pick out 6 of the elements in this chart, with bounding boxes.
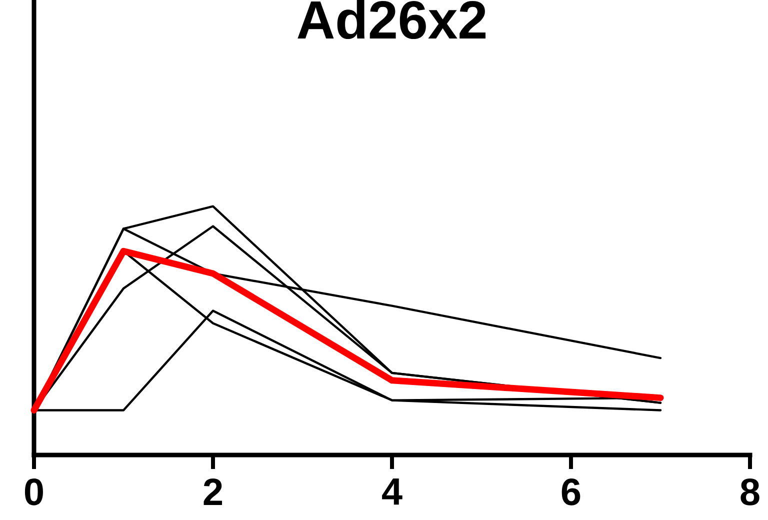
x-tick-label: 2 bbox=[204, 478, 222, 505]
x-tick-label: 0 bbox=[24, 478, 43, 506]
x-tick-label: 6 bbox=[562, 478, 580, 506]
chart-title: Ad26x2 bbox=[298, 0, 486, 40]
x-tick-label: 8 bbox=[740, 478, 760, 506]
x-tick-label: 4 bbox=[382, 478, 402, 505]
